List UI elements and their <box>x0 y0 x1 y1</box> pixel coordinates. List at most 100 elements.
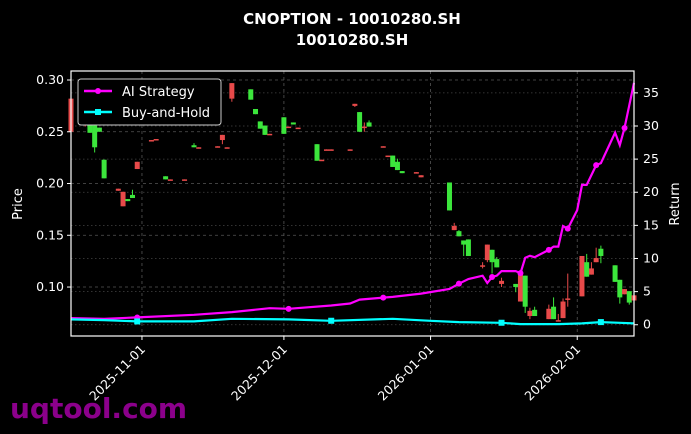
candle-body <box>248 89 254 100</box>
candle-body <box>555 320 561 322</box>
candle-body <box>96 127 102 132</box>
legend-ai-label: AI Strategy <box>122 85 195 100</box>
y-right-tick-label: 25 <box>643 151 659 166</box>
candle-body <box>148 140 154 142</box>
y-left-tick-label: 0.30 <box>36 72 64 87</box>
buy-and-hold-marker <box>597 319 604 326</box>
candle-body <box>314 144 320 161</box>
candle-body <box>196 147 202 149</box>
grid-lines <box>71 71 634 336</box>
y-left-tick-label: 0.20 <box>36 176 64 191</box>
candle-body <box>224 147 230 149</box>
candle-body <box>163 176 169 180</box>
candle-body <box>622 289 628 295</box>
ai-strategy-line <box>70 82 636 320</box>
candle-body <box>399 171 405 174</box>
candle-body <box>361 126 367 129</box>
candle-body <box>290 122 296 125</box>
ai-strategy-marker <box>517 270 524 277</box>
candle-body <box>219 134 225 141</box>
y-right-tick-label: 35 <box>643 85 659 100</box>
candle-body <box>551 306 557 320</box>
ai-strategy-marker <box>621 124 628 131</box>
candle-body <box>612 265 618 282</box>
plot-frame <box>70 70 635 337</box>
candle-body <box>480 265 486 267</box>
candle-body <box>494 259 500 268</box>
candle-body <box>565 298 571 300</box>
legend-ai-marker <box>95 88 101 94</box>
ai-strategy-marker <box>455 280 462 287</box>
candle-body <box>588 268 594 275</box>
left-axis-label: Price <box>11 188 26 220</box>
chart-title: CNOPTION - 10010280.SH <box>243 10 461 28</box>
watermark: uqtool.com <box>10 392 187 425</box>
y-right-tick-label: 0 <box>643 317 651 332</box>
legend-bh-marker <box>95 109 101 115</box>
candle-body <box>598 248 604 256</box>
candle-body <box>323 149 329 151</box>
y-right-tick-label: 10 <box>643 250 659 265</box>
return-lines <box>70 82 636 326</box>
candle-body <box>286 126 292 129</box>
candle-body <box>319 159 325 162</box>
candle-body <box>522 275 528 307</box>
y-left-tick-label: 0.10 <box>36 279 64 294</box>
candle-body <box>451 225 457 231</box>
candle-body <box>134 161 140 170</box>
candle-body <box>394 161 400 171</box>
ai-strategy-marker <box>564 225 571 232</box>
buy-and-hold-marker <box>328 317 335 324</box>
candle-body <box>584 262 590 277</box>
buy-and-hold-marker <box>498 319 505 326</box>
candle-body <box>513 283 519 288</box>
candle-body <box>253 108 259 115</box>
candle-body <box>130 194 136 199</box>
candle-body <box>101 159 107 179</box>
ai-strategy-marker <box>489 274 496 281</box>
candle-body <box>385 155 391 158</box>
candle-body <box>281 117 287 134</box>
candle-body <box>461 240 467 245</box>
candle-body <box>390 155 396 167</box>
x-tick-label: 2026-02-01 <box>521 342 583 404</box>
legend: AI Strategy Buy-and-Hold <box>77 78 222 126</box>
y-right-tick-label: 30 <box>643 118 659 133</box>
candle-body <box>229 83 235 99</box>
candle-body <box>593 258 599 263</box>
candle-body <box>546 308 552 320</box>
candle-body <box>465 239 471 256</box>
y-right-tick-label: 5 <box>643 284 651 299</box>
candle-body <box>527 310 533 317</box>
candle-body <box>366 122 372 127</box>
right-axis-label: Return <box>668 182 683 225</box>
ai-strategy-marker <box>285 305 292 312</box>
candle-body <box>267 133 273 136</box>
candle-body <box>92 125 98 148</box>
candle-body <box>626 291 632 303</box>
y-right-tick-label: 20 <box>643 184 659 199</box>
candle-body <box>380 146 386 148</box>
legend-bh-label: Buy-and-Hold <box>122 106 210 121</box>
x-tick-label: 2025-12-01 <box>228 342 290 404</box>
candle-body <box>560 301 566 319</box>
buy-and-hold-line <box>70 317 635 326</box>
candle-body <box>489 249 495 263</box>
candle-body <box>295 127 301 130</box>
candle-body <box>347 149 353 151</box>
ai-strategy-marker <box>380 294 387 301</box>
ai-strategy-marker <box>545 246 552 253</box>
y-left-tick-label: 0.25 <box>36 124 64 139</box>
candle-body <box>517 272 523 302</box>
candle-body <box>115 188 121 191</box>
candle-body <box>191 145 197 148</box>
y-right-tick-label: 15 <box>643 217 659 232</box>
candle-body <box>215 146 221 148</box>
candle-body <box>499 280 505 284</box>
candle-body <box>579 255 585 297</box>
candle-body <box>153 139 159 141</box>
ai-strategy-marker <box>593 162 600 169</box>
candle-body <box>262 125 268 135</box>
candle-body <box>125 199 131 202</box>
